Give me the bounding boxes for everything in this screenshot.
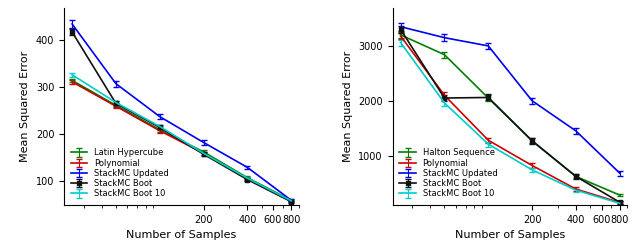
Y-axis label: Mean Squared Error: Mean Squared Error bbox=[342, 50, 353, 162]
X-axis label: Number of Samples: Number of Samples bbox=[126, 230, 236, 240]
Legend: Latin Hypercube, Polynomial, StackMC Updated, StackMC Boot, StackMC Boot 10: Latin Hypercube, Polynomial, StackMC Upd… bbox=[68, 146, 172, 201]
Legend: Halton Sequence, Polynomial, StackMC Updated, StackMC Boot, StackMC Boot 10: Halton Sequence, Polynomial, StackMC Upd… bbox=[397, 146, 500, 201]
X-axis label: Number of Samples: Number of Samples bbox=[455, 230, 565, 240]
Y-axis label: Mean Squared Error: Mean Squared Error bbox=[20, 50, 30, 162]
